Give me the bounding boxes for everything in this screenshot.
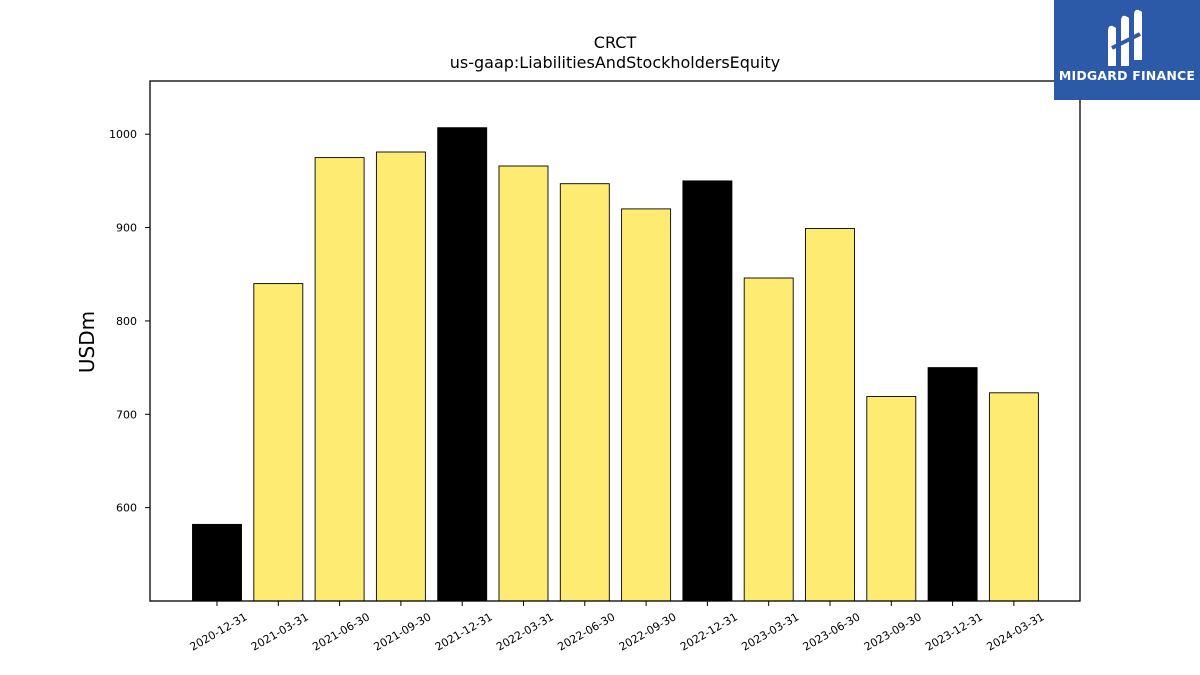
x-tick-label: 2022-12-31 (678, 610, 740, 653)
x-tick-label: 2024-03-31 (985, 610, 1047, 653)
x-tick-label: 2021-09-30 (372, 610, 434, 653)
bar-2023-03-31 (743, 277, 794, 602)
x-tick-label: 2023-06-30 (801, 610, 863, 653)
bar-2022-06-30 (559, 183, 610, 602)
x-tick-label: 2022-06-30 (555, 610, 617, 653)
x-tick-label: 2021-03-31 (249, 610, 311, 653)
bar-2022-12-31 (682, 180, 733, 602)
chart-title: CRCT (594, 33, 637, 52)
bar-2023-12-31 (927, 367, 978, 602)
bar-2022-09-30 (621, 208, 672, 602)
x-tick-label: 2021-12-31 (433, 610, 495, 653)
x-tick-label: 2020-12-31 (188, 610, 250, 653)
x-tick-label: 2023-03-31 (739, 610, 801, 653)
bar-2022-03-31 (498, 165, 549, 602)
plot-frame (149, 80, 1081, 602)
bar-2021-03-31 (253, 283, 304, 602)
bars-layer (192, 127, 1039, 602)
y-tick-label: 800 (116, 315, 137, 328)
y-axis-label: USDm (75, 311, 99, 373)
y-tick-label: 700 (116, 408, 137, 421)
y-tick-label: 1000 (109, 128, 137, 141)
brand-name: MIDGARD FINANCE (1058, 68, 1196, 83)
x-tick-label: 2022-09-30 (617, 610, 679, 653)
chart-subtitle: us-gaap:LiabilitiesAndStockholdersEquity (450, 53, 781, 72)
y-tick-label: 900 (116, 222, 137, 235)
x-tick-label: 2022-03-31 (494, 610, 556, 653)
bar-2024-03-31 (988, 392, 1039, 602)
x-tick-label: 2023-12-31 (923, 610, 985, 653)
x-tick-label: 2023-09-30 (862, 610, 924, 653)
bar-2021-09-30 (375, 151, 426, 602)
x-tick-label: 2021-06-30 (310, 610, 372, 653)
midgard-logo-icon (1108, 9, 1142, 66)
bar-2023-09-30 (866, 396, 917, 602)
bar-2023-06-30 (805, 228, 855, 602)
bar-2021-12-31 (437, 127, 488, 602)
bar-2021-06-30 (314, 157, 365, 602)
y-tick-label: 600 (116, 502, 137, 515)
bar-2020-12-31 (192, 523, 242, 602)
brand-logo: MIDGARD FINANCE (1054, 0, 1200, 100)
